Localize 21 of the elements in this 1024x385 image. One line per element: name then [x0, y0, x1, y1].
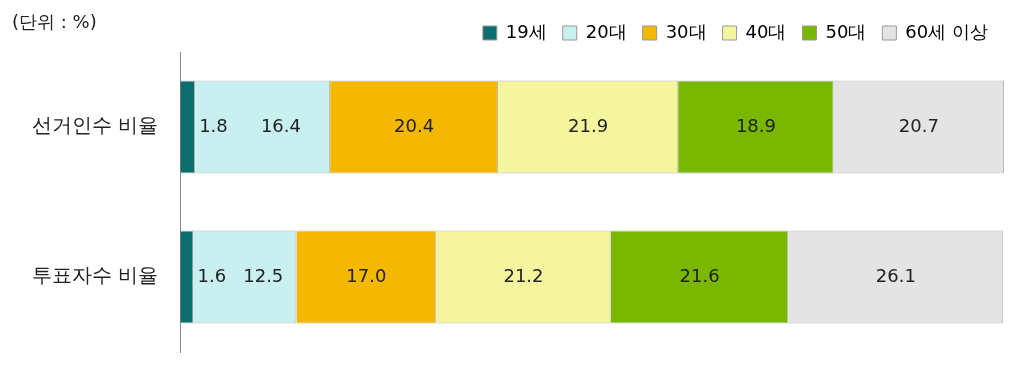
data-label: 21.6: [679, 264, 720, 286]
y-tick-label: 선거인수 비율: [32, 113, 159, 138]
data-label: 17.0: [346, 264, 387, 286]
data-label: 20.4: [394, 114, 435, 136]
text: (단위 : %): [12, 10, 97, 34]
legend-label: 60세 이상: [905, 20, 989, 42]
data-label: 21.2: [503, 264, 544, 286]
data-label: 12.5: [243, 264, 284, 286]
data-label: 16.4: [260, 114, 301, 136]
data-label: 21.9: [568, 114, 609, 136]
legend-label: 40대: [745, 20, 787, 42]
y-tick-label: 투표자수 비율: [32, 263, 159, 288]
data-label: 1.8: [199, 114, 228, 136]
data-label: 26.1: [875, 264, 916, 286]
legend-label: 50대: [825, 20, 867, 42]
data-label: 1.6: [197, 264, 227, 286]
data-label: 20.7: [898, 114, 939, 136]
legend-label: 20대: [585, 20, 627, 42]
legend-label: 19세: [505, 20, 547, 42]
legend-label: 30대: [665, 20, 707, 42]
data-label: 18.9: [735, 114, 776, 136]
